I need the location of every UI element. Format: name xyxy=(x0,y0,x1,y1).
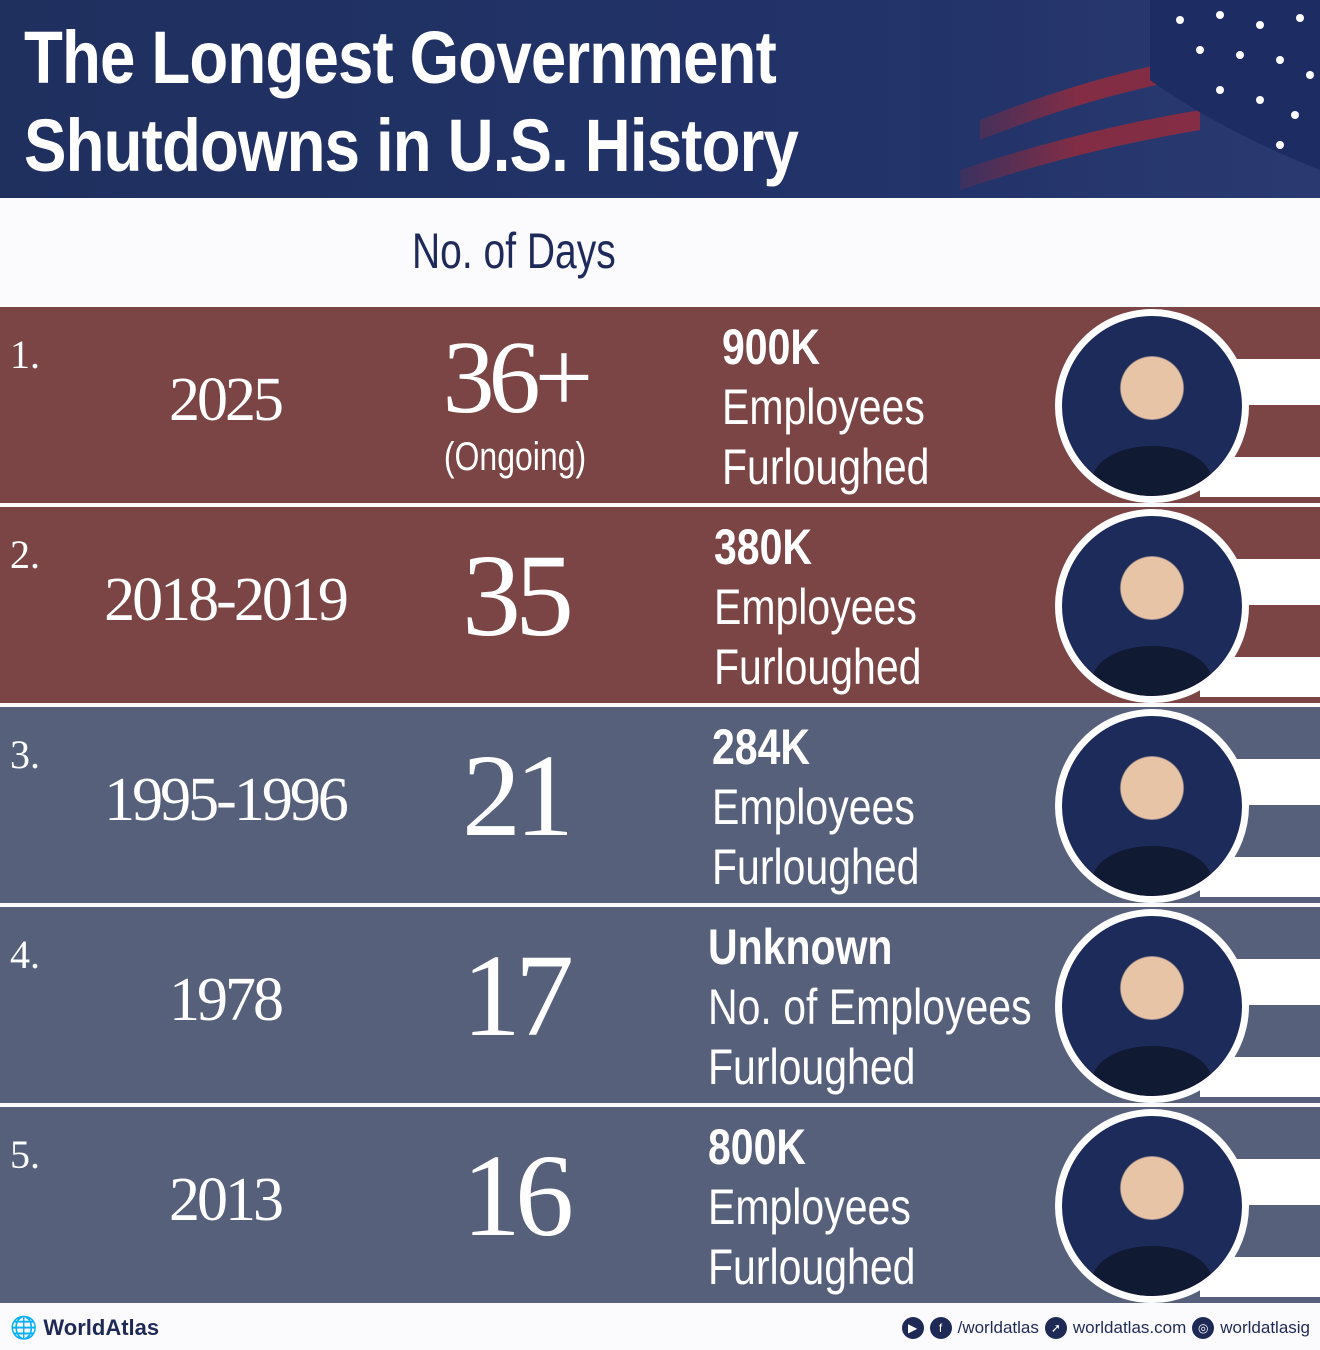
days-count: 36+ xyxy=(442,320,594,435)
furlough-info: 800K Employees Furloughed xyxy=(708,1117,915,1297)
furlough-line-3: Furloughed xyxy=(722,439,930,495)
title-line-1: The Longest Government xyxy=(24,16,777,99)
furlough-line-2: No. of Employees xyxy=(708,979,1032,1035)
furlough-line-2: Employees xyxy=(722,379,925,435)
furlough-count: 284K xyxy=(712,719,811,775)
rank: 1. xyxy=(10,332,40,377)
website-link[interactable]: worldatlas.com xyxy=(1072,1318,1187,1337)
furlough-line-3: Furloughed xyxy=(708,1239,916,1295)
header-banner: The Longest Government Shutdowns in U.S. … xyxy=(0,0,1320,198)
years: 2018-2019 xyxy=(104,566,349,634)
worldatlas-logo[interactable]: 🌐 WorldAtlas xyxy=(10,1315,159,1341)
president-portrait xyxy=(1055,509,1249,703)
furlough-info: 380K Employees Furloughed xyxy=(714,517,921,697)
days-note: (Ongoing) xyxy=(443,435,587,479)
rank: 2. xyxy=(10,532,40,577)
furlough-line-3: Furloughed xyxy=(712,839,920,895)
furlough-line-3: Furloughed xyxy=(714,639,922,695)
years: 2013 xyxy=(169,1166,284,1234)
instagram-handle[interactable]: worldatlasig xyxy=(1220,1318,1310,1337)
furlough-count: Unknown xyxy=(708,919,893,975)
president-portrait xyxy=(1055,309,1249,503)
rank: 5. xyxy=(10,1132,40,1177)
days-count: 21 xyxy=(462,730,574,861)
days-count: 17 xyxy=(462,930,574,1061)
shutdown-row: 1. 2025 36+ (Ongoing) 900K Employees Fur… xyxy=(0,305,1320,503)
years: 1978 xyxy=(169,966,284,1034)
shutdown-row: 3. 1995-1996 21 284K Employees Furloughe… xyxy=(0,705,1320,903)
furlough-info: Unknown No. of Employees Furloughed xyxy=(708,917,1032,1097)
shutdown-row: 4. 1978 17 Unknown No. of Employees Furl… xyxy=(0,905,1320,1103)
rank: 4. xyxy=(10,932,40,977)
globe-icon: 🌐 xyxy=(10,1315,38,1340)
us-flag-image xyxy=(920,0,1320,198)
column-header-days: No. of Days xyxy=(412,223,616,279)
facebook-icon[interactable]: f xyxy=(929,1317,952,1339)
cursor-icon[interactable]: ➚ xyxy=(1044,1317,1067,1339)
youtube-icon[interactable]: ▶ xyxy=(901,1317,924,1339)
days-count: 35 xyxy=(462,530,574,661)
years: 2025 xyxy=(169,366,284,434)
president-portrait xyxy=(1055,909,1249,1103)
furlough-count: 380K xyxy=(714,519,813,575)
president-portrait xyxy=(1055,1109,1249,1303)
furlough-count: 900K xyxy=(722,319,821,375)
footer: 🌐 WorldAtlas ▶ f /worldatlas ➚ worldatlas… xyxy=(0,1306,1320,1350)
shutdown-row: 5. 2013 16 800K Employees Furloughed xyxy=(0,1105,1320,1303)
rank: 3. xyxy=(10,732,40,777)
instagram-icon[interactable]: ◎ xyxy=(1192,1317,1215,1339)
days-count: 16 xyxy=(462,1130,574,1261)
brand-name: WorldAtlas xyxy=(43,1315,160,1340)
title-line-2: Shutdowns in U.S. History xyxy=(24,104,799,187)
furlough-line-2: Employees xyxy=(708,1179,911,1235)
furlough-line-2: Employees xyxy=(714,579,917,635)
furlough-info: 284K Employees Furloughed xyxy=(712,717,919,897)
furlough-count: 800K xyxy=(708,1119,807,1175)
furlough-info: 900K Employees Furloughed xyxy=(722,317,929,497)
page-title: The Longest Government Shutdowns in U.S. … xyxy=(24,14,799,190)
years: 1995-1996 xyxy=(104,766,349,834)
furlough-line-2: Employees xyxy=(712,779,915,835)
shutdown-row: 2. 2018-2019 35 380K Employees Furloughe… xyxy=(0,505,1320,703)
president-portrait xyxy=(1055,709,1249,903)
social-handle[interactable]: /worldatlas xyxy=(957,1318,1039,1337)
furlough-line-3: Furloughed xyxy=(708,1039,916,1095)
